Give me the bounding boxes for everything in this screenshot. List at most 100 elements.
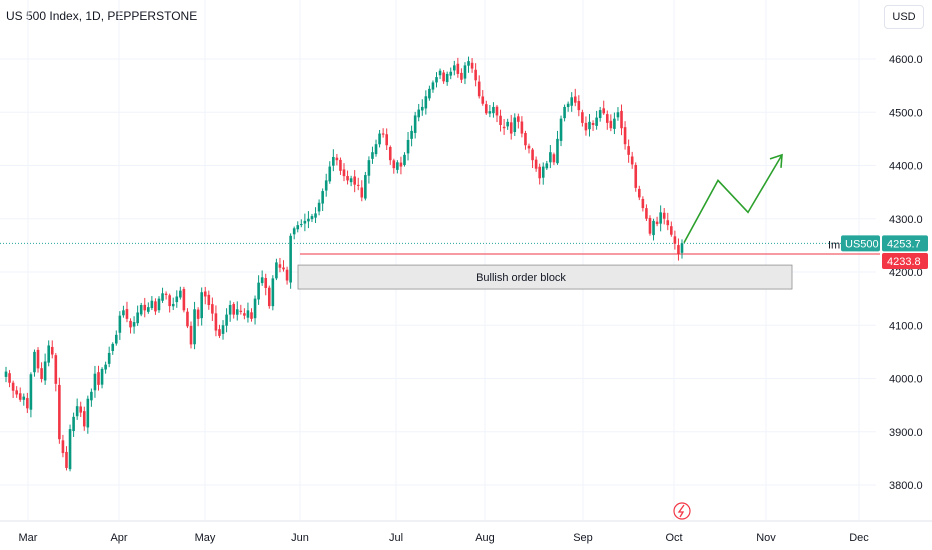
last-price-prefix: Im (828, 239, 840, 251)
candle-body (214, 313, 218, 331)
price-tick-label: 4400.0 (889, 161, 923, 173)
candle-body (335, 157, 339, 161)
candle-body (378, 133, 381, 145)
candle-body (527, 145, 531, 149)
candle-body (456, 63, 460, 74)
candle-body (445, 73, 449, 83)
candle-body (616, 112, 620, 118)
candle-body (43, 361, 47, 381)
candle-body (556, 138, 559, 164)
candle-body (253, 298, 257, 319)
candle-body (452, 65, 456, 71)
time-tick-label: Mar (19, 532, 38, 544)
candle-body (278, 264, 282, 268)
candle-body (264, 277, 268, 288)
candle-body (602, 108, 606, 114)
time-tick-label: Apr (110, 532, 127, 544)
price-tick-label: 4100.0 (889, 320, 923, 332)
candle-body (75, 406, 79, 417)
candle-body (225, 314, 228, 326)
candle-body (139, 305, 143, 315)
candle-body (392, 160, 396, 169)
candle-body (182, 289, 186, 311)
chart-title: US 500 Index, 1D, PEPPERSTONE (6, 9, 198, 23)
candle-body (488, 111, 492, 114)
candle-body (125, 309, 129, 319)
candle-body (122, 310, 125, 316)
symbol-tag-bg (841, 235, 880, 252)
candle-body (232, 304, 236, 315)
candle-body (33, 351, 36, 373)
candle-body (509, 122, 513, 134)
order-block-label: Bullish order block (476, 272, 566, 284)
candle-body (285, 269, 289, 281)
currency-button[interactable]: USD (884, 5, 924, 29)
candle-body (648, 217, 652, 234)
candle-body (666, 220, 670, 226)
candle-body (186, 311, 189, 327)
candle-body (524, 132, 527, 146)
candle-body (680, 243, 684, 253)
candle-body (86, 398, 90, 428)
candle-body (18, 393, 22, 400)
candle-body (250, 312, 253, 319)
candle-body (218, 329, 221, 336)
candle-body (353, 176, 356, 185)
candle-body (581, 112, 584, 123)
candle-body (179, 290, 182, 298)
candle-body (228, 305, 232, 315)
candle-body (40, 368, 43, 380)
candle-body (545, 163, 549, 169)
candle-body (477, 81, 481, 97)
candle-body (438, 70, 442, 76)
candle-body (189, 325, 193, 345)
candle-body (171, 303, 175, 307)
event-flash-icon[interactable] (673, 502, 691, 520)
candles (4, 56, 684, 472)
time-tick-label: May (195, 532, 216, 544)
candle-body (271, 278, 275, 307)
candle-body (29, 374, 33, 410)
candle-body (517, 116, 520, 122)
candle-body (481, 96, 485, 104)
candle-body (332, 156, 335, 166)
candle-body (520, 121, 524, 134)
candle-body (417, 109, 421, 118)
candle-body (435, 77, 438, 83)
candle-body (573, 96, 577, 103)
candle-body (549, 152, 552, 163)
candle-body (588, 121, 591, 130)
candle-body (260, 277, 264, 284)
candle-body (193, 309, 196, 345)
candle-body (513, 117, 517, 132)
candle-body (328, 166, 332, 182)
candle-body (638, 188, 641, 198)
candle-body (623, 127, 627, 145)
candle-body (673, 236, 677, 244)
candle-body (211, 304, 214, 314)
candle-body (467, 61, 470, 66)
candle-body (47, 345, 50, 363)
candle-body (118, 315, 122, 333)
price-tick-label: 4000.0 (889, 374, 923, 386)
candle-body (381, 133, 385, 135)
previous-close-tag-bg (882, 253, 928, 270)
candle-body (339, 159, 342, 171)
candle-body (196, 309, 200, 319)
candle-body (385, 134, 388, 146)
candle-body (449, 71, 453, 76)
candle-body (11, 382, 15, 391)
candle-body (150, 300, 154, 309)
candle-body (65, 451, 68, 468)
candle-body (559, 118, 563, 141)
candle-body (659, 212, 662, 224)
candle-body (26, 398, 29, 409)
price-tick-label: 3800.0 (889, 480, 923, 492)
candle-body (406, 139, 410, 154)
candle-body (613, 118, 616, 129)
price-axis: 3800.0 3900.0 4000.0 4100.0 4200.0 4300.0 4400… (889, 54, 923, 492)
price-tick-label: 4500.0 (889, 107, 923, 119)
order-block-group: Bullish order block (297, 264, 793, 290)
candle-body (677, 245, 680, 255)
